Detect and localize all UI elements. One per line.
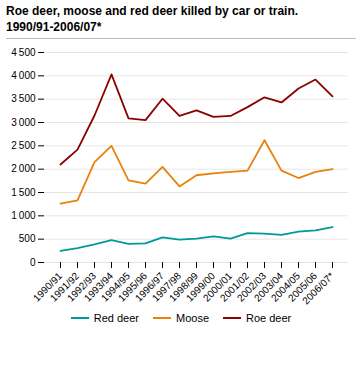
svg-text:3 000: 3 000 (11, 117, 36, 128)
html-text:1990/91-2006/07*: 1990/91-2006/07* (6, 20, 102, 34)
svg-text:2006/07*: 2006/07* (300, 270, 336, 306)
svg-text:4 500: 4 500 (11, 47, 36, 58)
svg-text:1991/92: 1991/92 (47, 270, 82, 304)
svg-text:2003/04: 2003/04 (251, 270, 286, 304)
svg-text:2004/05: 2004/05 (268, 270, 303, 304)
svg-text:500: 500 (19, 233, 36, 244)
svg-text:2 500: 2 500 (11, 140, 36, 151)
svg-text:1999/00: 1999/00 (183, 270, 218, 304)
svg-text:2002/03: 2002/03 (234, 270, 269, 304)
svg-text:1998/99: 1998/99 (166, 270, 201, 304)
svg-text:2000/01: 2000/01 (200, 270, 235, 304)
svg-text:2001/02: 2001/02 (217, 270, 252, 304)
svg-text:1 500: 1 500 (11, 187, 36, 198)
svg-text:2005/06: 2005/06 (285, 270, 320, 304)
svg-text:4 000: 4 000 (11, 70, 36, 81)
html-text:Roe deer: Roe deer (246, 312, 292, 324)
svg-text:1992/93: 1992/93 (64, 270, 99, 304)
svg-text:1994/95: 1994/95 (98, 270, 133, 304)
svg-text:1996/97: 1996/97 (132, 270, 167, 304)
svg-text:1993/94: 1993/94 (81, 270, 116, 304)
svg-text:2 000: 2 000 (11, 163, 36, 174)
svg-text:1995/96: 1995/96 (115, 270, 150, 304)
html-text:Red deer: Red deer (93, 312, 139, 324)
svg-text:0: 0 (30, 257, 36, 268)
svg-text:1 000: 1 000 (11, 210, 36, 221)
svg-text:1990/91: 1990/91 (30, 270, 65, 304)
html-text:Moose: Moose (176, 312, 209, 324)
svg-text:3 500: 3 500 (11, 93, 36, 104)
html-text:Roe deer, moose and red deer k: Roe deer, moose and red deer killed by c… (6, 4, 299, 18)
svg-text:1997/98: 1997/98 (149, 270, 184, 304)
